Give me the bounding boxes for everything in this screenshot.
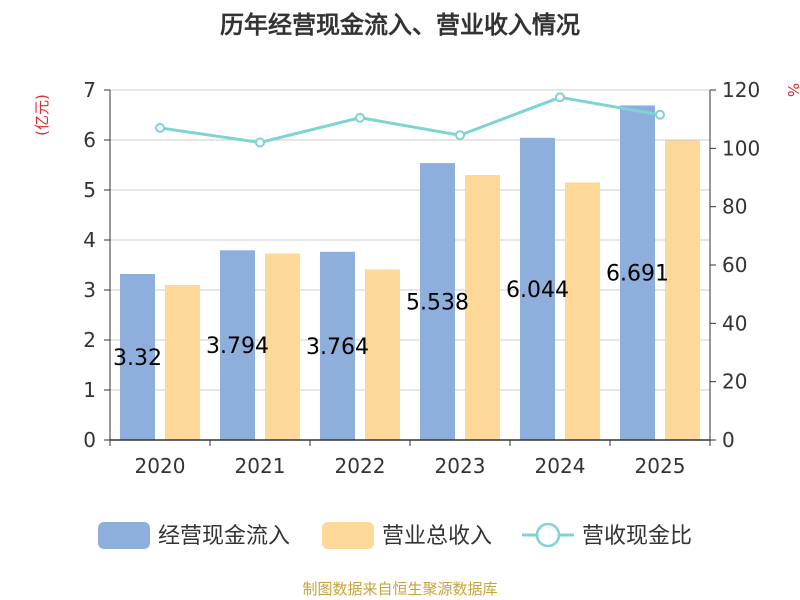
x-axis-tick-label: 2020 [135,454,186,478]
right-axis-tick-label: 60 [722,253,747,277]
left-axis-unit: (亿元) [33,94,51,136]
right-axis-tick-label: 80 [722,195,747,219]
right-axis-tick-label: 120 [722,78,760,102]
axes: 0 1 2 3 4 5 6 7 0 20 40 60 80 100 120 2020 2021 2022 2023 2… [83,78,760,478]
right-axis-tick-label: 100 [722,136,760,160]
legend-label-营业总收入: 营业总收入 [382,524,492,549]
bar-经营现金流入-2020 [120,274,155,440]
bar-经营现金流入-2024 [520,137,555,441]
bar-data-label: 3.794 [206,334,269,359]
legend-swatch-marker-营收现金比 [535,522,561,548]
right-axis-tick-label: 20 [722,370,747,394]
right-axis-tick-label: 0 [722,428,735,452]
left-axis-tick-label: 7 [83,78,96,102]
legend-swatch-经营现金流入 [98,522,150,549]
x-axis-tick-label: 2024 [535,454,586,478]
legend: 经营现金流入 营业总收入 营收现金比 [98,522,692,549]
legend-label-营收现金比: 营收现金比 [582,524,692,549]
bar-营业总收入-2020 [165,285,200,440]
source-footer: 制图数据来自恒生聚源数据库 [302,580,497,598]
bar-经营现金流入-2021 [220,250,255,440]
chart-title: 历年经营现金流入、营业收入情况 [220,11,580,39]
bar-data-label: 6.691 [606,262,669,287]
right-axis-unit: % [784,83,800,97]
x-axis-tick-label: 2022 [335,454,386,478]
point-营收现金比-2021 [255,137,265,148]
bar-营业总收入-2024 [565,182,600,440]
legend-label-经营现金流入: 经营现金流入 [158,524,290,549]
left-axis-tick-label: 2 [83,328,96,352]
x-axis-tick-label: 2021 [235,454,286,478]
bar-经营现金流入-2022 [320,251,355,440]
bar-营业总收入-2025 [665,140,700,440]
x-axis-tick-label: 2023 [435,454,486,478]
point-营收现金比-2020 [155,122,165,133]
point-营收现金比-2024 [555,92,565,103]
left-axis-tick-label: 5 [83,178,96,202]
bar-经营现金流入-2023 [420,163,455,440]
x-axis-tick-label: 2025 [635,454,686,478]
left-axis-tick-label: 4 [83,228,96,252]
line-series-group [155,92,665,148]
grid-lines [110,89,710,391]
left-axis-tick-label: 0 [83,428,96,452]
point-营收现金比-2022 [355,112,365,123]
bar-data-label: 3.764 [306,335,369,360]
bar-经营现金流入-2025 [620,105,655,440]
left-axis-tick-label: 3 [83,278,96,302]
bar-data-label: 3.32 [113,346,162,371]
bar-data-label: 5.538 [406,291,469,316]
line-营收现金比 [159,95,661,145]
point-营收现金比-2025 [655,109,665,120]
left-axis-tick-label: 1 [83,378,96,402]
legend-swatch-营业总收入 [322,522,374,549]
bar-series-group [120,105,700,441]
bar-营业总收入-2021 [265,253,300,440]
bar-data-label: 6.044 [506,278,569,303]
data-labels: 3.32 3.794 3.764 5.538 6.044 6.691 [113,262,669,371]
left-axis-tick-label: 6 [83,128,96,152]
point-营收现金比-2023 [455,130,465,141]
right-axis-tick-label: 40 [722,311,747,335]
bar-营业总收入-2022 [365,269,400,440]
bar-营业总收入-2023 [465,175,500,440]
